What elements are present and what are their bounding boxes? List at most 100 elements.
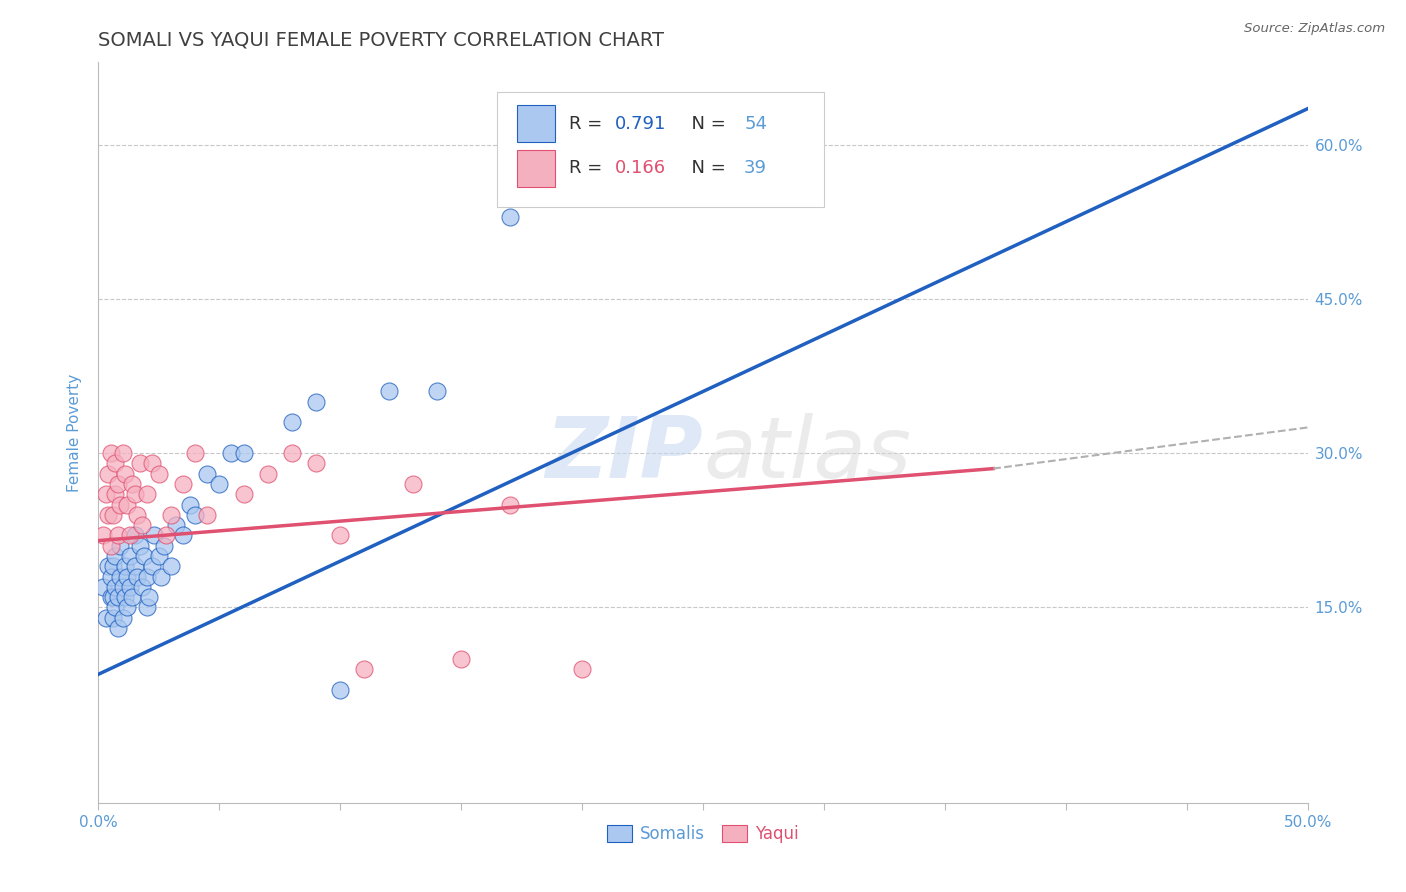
Point [101, 611, 124, 625]
Text: 0.166: 0.166 [614, 160, 666, 178]
Point [108, 569, 131, 583]
Text: 0.791: 0.791 [614, 115, 666, 133]
Point [135, 600, 157, 615]
Point [107, 528, 129, 542]
Point [134, 549, 156, 563]
Point [107, 477, 129, 491]
Point [195, 508, 218, 522]
Point [329, 682, 352, 697]
Point [179, 498, 201, 512]
Point [104, 457, 127, 471]
Point [281, 446, 304, 460]
Point [148, 467, 170, 481]
Point [195, 467, 218, 481]
Point [114, 590, 136, 604]
FancyBboxPatch shape [498, 92, 824, 207]
Point [127, 508, 149, 522]
Point [138, 590, 160, 604]
Point [184, 446, 207, 460]
Point [111, 446, 134, 460]
Point [305, 457, 328, 471]
Point [184, 508, 207, 522]
Point [141, 559, 163, 574]
Point [305, 394, 328, 409]
Point [155, 528, 177, 542]
Point [281, 415, 304, 429]
Point [121, 477, 143, 491]
Point [107, 621, 129, 635]
Point [101, 590, 124, 604]
Point [104, 549, 127, 563]
Point [111, 580, 134, 594]
Point [256, 467, 278, 481]
Point [100, 446, 122, 460]
Text: R =: R = [569, 115, 607, 133]
Point [107, 590, 129, 604]
Text: N =: N = [681, 115, 731, 133]
Point [108, 498, 131, 512]
Point [108, 539, 131, 553]
Point [101, 559, 124, 574]
Point [131, 518, 153, 533]
Point [353, 662, 375, 676]
Point [128, 539, 150, 553]
Point [101, 508, 124, 522]
Text: atlas: atlas [703, 413, 911, 496]
Point [450, 652, 472, 666]
Point [118, 528, 141, 542]
Point [94, 487, 117, 501]
Point [160, 508, 183, 522]
Point [100, 590, 122, 604]
Point [141, 457, 163, 471]
Point [104, 600, 127, 615]
Point [97, 559, 120, 574]
Point [172, 528, 194, 542]
Point [232, 446, 254, 460]
Point [121, 590, 143, 604]
Point [104, 580, 127, 594]
Text: ZIP: ZIP [546, 413, 703, 496]
Point [111, 611, 134, 625]
Point [498, 498, 520, 512]
Point [150, 569, 173, 583]
Point [94, 611, 117, 625]
Point [232, 487, 254, 501]
Point [498, 210, 520, 224]
Point [221, 446, 243, 460]
Point [208, 477, 231, 491]
Point [118, 549, 141, 563]
Point [131, 580, 153, 594]
Point [104, 487, 127, 501]
Text: SOMALI VS YAQUI FEMALE POVERTY CORRELATION CHART: SOMALI VS YAQUI FEMALE POVERTY CORRELATI… [98, 30, 665, 50]
Y-axis label: Female Poverty: Female Poverty [67, 374, 83, 491]
Point [114, 467, 136, 481]
Legend: Somalis, Yaqui: Somalis, Yaqui [600, 819, 806, 850]
Point [91, 580, 114, 594]
Point [114, 559, 136, 574]
Point [117, 569, 139, 583]
Text: Source: ZipAtlas.com: Source: ZipAtlas.com [1244, 22, 1385, 36]
Point [117, 498, 139, 512]
Point [135, 569, 157, 583]
Point [172, 477, 194, 491]
Point [135, 487, 157, 501]
Point [100, 569, 122, 583]
Point [165, 518, 187, 533]
Point [329, 528, 352, 542]
Point [128, 457, 150, 471]
Text: N =: N = [681, 160, 731, 178]
Point [124, 487, 146, 501]
Point [143, 528, 166, 542]
Point [152, 539, 174, 553]
Text: R =: R = [569, 160, 607, 178]
FancyBboxPatch shape [517, 150, 555, 186]
Point [377, 384, 399, 399]
Text: 39: 39 [744, 160, 768, 178]
Point [117, 600, 139, 615]
Point [160, 559, 183, 574]
Point [124, 559, 146, 574]
Point [97, 467, 120, 481]
Point [127, 569, 149, 583]
Point [571, 169, 593, 183]
Point [91, 528, 114, 542]
